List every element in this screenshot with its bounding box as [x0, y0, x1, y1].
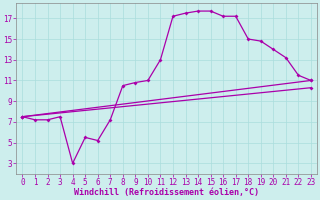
X-axis label: Windchill (Refroidissement éolien,°C): Windchill (Refroidissement éolien,°C) [74, 188, 259, 197]
